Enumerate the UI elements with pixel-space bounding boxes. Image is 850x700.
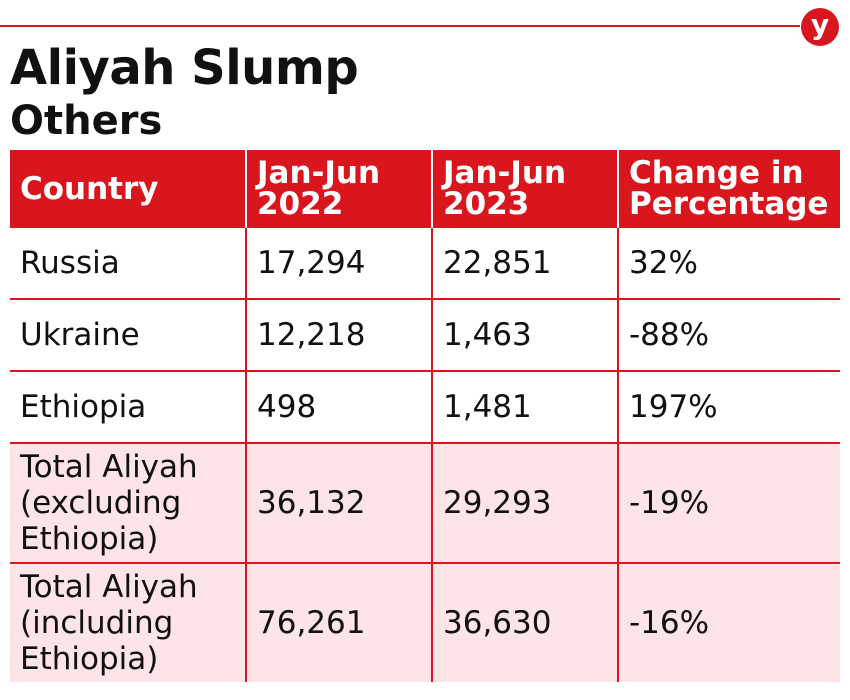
page-subtitle: Others bbox=[10, 98, 163, 144]
page-title: Aliyah Slump bbox=[10, 40, 359, 96]
table-row: Ethiopia 498 1,481 197% bbox=[10, 371, 840, 444]
cell-change: 197% bbox=[618, 371, 840, 444]
cell-2022: 12,218 bbox=[246, 299, 433, 372]
table-row-total: Total Aliyah (including Ethiopia) 76,261… bbox=[10, 563, 840, 682]
cell-country: Total Aliyah (excluding Ethiopia) bbox=[10, 443, 247, 564]
cell-country: Ethiopia bbox=[10, 371, 247, 444]
cell-country: Russia bbox=[10, 228, 247, 300]
cell-2023: 22,851 bbox=[432, 228, 619, 300]
table-row: Ukraine 12,218 1,463 -88% bbox=[10, 299, 840, 372]
cell-2023: 36,630 bbox=[432, 563, 619, 682]
aliyah-table: Country Jan-Jun 2022 Jan-Jun 2023 Change… bbox=[10, 150, 840, 682]
table-header-row: Country Jan-Jun 2022 Jan-Jun 2023 Change… bbox=[10, 150, 840, 228]
cell-country: Ukraine bbox=[10, 299, 247, 372]
header-country: Country bbox=[10, 150, 247, 228]
cell-change: -88% bbox=[618, 299, 840, 372]
cell-2022: 36,132 bbox=[246, 443, 433, 564]
cell-2023: 29,293 bbox=[432, 443, 619, 564]
cell-change: -16% bbox=[618, 563, 840, 682]
header-2023: Jan-Jun 2023 bbox=[432, 150, 619, 228]
cell-2022: 17,294 bbox=[246, 228, 433, 300]
cell-change: 32% bbox=[618, 228, 840, 300]
cell-2023: 1,463 bbox=[432, 299, 619, 372]
header-2022: Jan-Jun 2022 bbox=[246, 150, 433, 228]
table-row: Russia 17,294 22,851 32% bbox=[10, 228, 840, 300]
header-change: Change in Percentage bbox=[618, 150, 840, 228]
cell-2022: 76,261 bbox=[246, 563, 433, 682]
top-rule bbox=[0, 25, 800, 27]
table-row-total: Total Aliyah (excluding Ethiopia) 36,132… bbox=[10, 443, 840, 564]
cell-country: Total Aliyah (including Ethiopia) bbox=[10, 563, 247, 682]
cell-change: -19% bbox=[618, 443, 840, 564]
cell-2023: 1,481 bbox=[432, 371, 619, 444]
cell-2022: 498 bbox=[246, 371, 433, 444]
brand-logo: y bbox=[801, 8, 839, 46]
